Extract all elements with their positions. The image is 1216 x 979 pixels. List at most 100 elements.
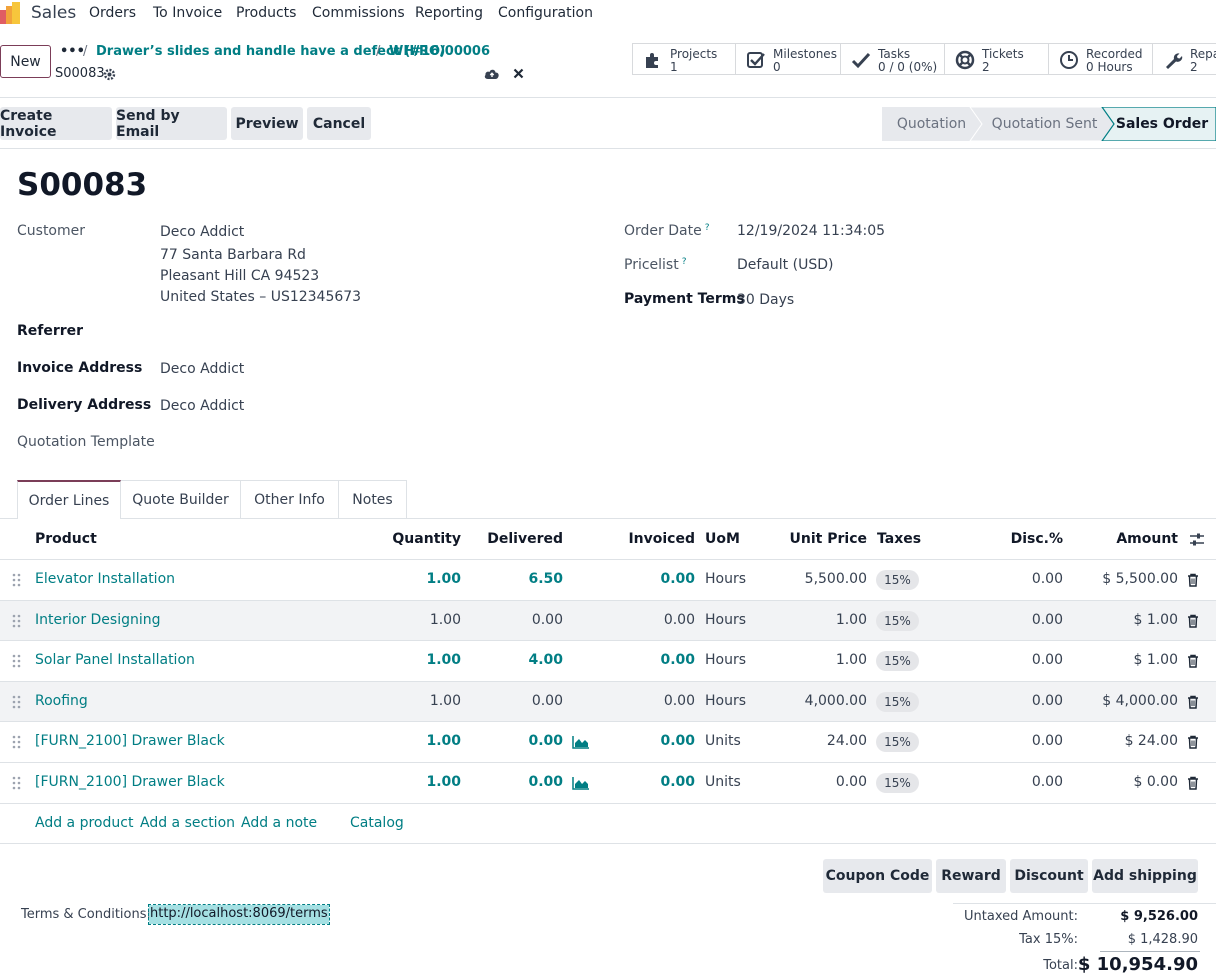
column-header-amount[interactable]: Amount [1116,531,1178,547]
menu-commissions[interactable]: Commissions [312,5,405,21]
projects-smart-button[interactable]: Projects 1 [632,43,736,75]
trash-icon[interactable] [1187,614,1199,628]
trash-icon[interactable] [1187,573,1199,587]
uom-value[interactable]: Hours [705,652,747,668]
sales-app-icon[interactable] [0,2,22,24]
coupon-code-button[interactable]: Coupon Code [823,859,932,893]
discount-value[interactable]: 0.00 [1031,733,1063,749]
quantity-value[interactable]: 1.00 [429,693,461,709]
column-header-delivered[interactable]: Delivered [487,531,563,547]
column-header-product[interactable]: Product [35,531,97,547]
breadcrumb-ticket[interactable]: Drawer’s slides and handle have a defect… [96,44,446,59]
delivered-value[interactable]: 0.00 [528,733,563,749]
stage-quotation[interactable]: Quotation [896,115,967,132]
drag-handle-icon[interactable] [12,654,22,668]
order-date-field[interactable]: 12/19/2024 11:34:05 [737,223,886,239]
product-name[interactable]: [FURN_2100] Drawer Black [35,774,225,790]
add-shipping-button[interactable]: Add shipping [1092,859,1198,893]
optional-columns-icon[interactable] [1189,532,1205,547]
uom-value[interactable]: Units [705,774,741,790]
reward-button[interactable]: Reward [936,859,1006,893]
drag-handle-icon[interactable] [12,776,22,790]
menu-orders[interactable]: Orders [89,5,137,21]
payment-terms-field[interactable]: 30 Days [737,292,795,308]
discount-value[interactable]: 0.00 [1031,693,1063,709]
app-name[interactable]: Sales [31,3,77,23]
menu-configuration[interactable]: Configuration [498,5,593,21]
delivered-value[interactable]: 0.00 [531,612,563,628]
column-header-taxes[interactable]: Taxes [877,531,922,547]
discount-button[interactable]: Discount [1010,859,1088,893]
unit-price-value[interactable]: 1.00 [835,612,867,628]
unit-price-value[interactable]: 24.00 [826,733,867,749]
delivered-value[interactable]: 4.00 [528,652,563,668]
delivered-value[interactable]: 0.00 [528,774,563,790]
uom-value[interactable]: Hours [705,693,747,709]
cancel-button[interactable]: Cancel [307,107,371,140]
quantity-value[interactable]: 1.00 [426,733,461,749]
tasks-smart-button[interactable]: Tasks 0 / 0 (0%) [840,43,945,75]
product-name[interactable]: Elevator Installation [35,571,176,587]
trash-icon[interactable] [1187,695,1199,709]
table-row[interactable]: Roofing 1.00 0.00 0.00 Hours 4,000.00 15… [0,681,1216,722]
forecast-chart-icon[interactable] [572,735,590,749]
help-icon[interactable]: ? [704,223,710,233]
tickets-smart-button[interactable]: Tickets 2 [944,43,1049,75]
product-name[interactable]: Roofing [35,693,88,709]
trash-icon[interactable] [1187,776,1199,790]
discount-value[interactable]: 0.00 [1031,652,1063,668]
quantity-value[interactable]: 1.00 [426,652,461,668]
unit-price-value[interactable]: 5,500.00 [804,571,867,587]
menu-reporting[interactable]: Reporting [415,5,484,21]
quantity-value[interactable]: 1.00 [426,571,461,587]
table-row[interactable]: Solar Panel Installation 1.00 4.00 0.00 … [0,640,1216,681]
table-row[interactable]: Elevator Installation 1.00 6.50 0.00 Hou… [0,559,1216,600]
tab-quote-builder[interactable]: Quote Builder [120,480,241,518]
tax-badge[interactable]: 15% [876,651,919,671]
new-button[interactable]: New [0,45,51,78]
table-row[interactable]: [FURN_2100] Drawer Black 1.00 0.00 0.00 … [0,721,1216,762]
terms-link[interactable]: http://localhost:8069/terms [148,904,330,925]
tax-badge[interactable]: 15% [876,611,919,631]
drag-handle-icon[interactable] [12,573,22,587]
send-by-email-button[interactable]: Send by Email [116,107,227,140]
add-note-link[interactable]: Add a note [241,815,318,831]
repairs-smart-button[interactable]: Repai 2 [1152,43,1216,75]
product-name[interactable]: [FURN_2100] Drawer Black [35,733,225,749]
invoice-address-field[interactable]: Deco Addict [160,361,245,377]
tax-badge[interactable]: 15% [876,692,919,712]
tab-order-lines[interactable]: Order Lines [17,480,121,519]
tab-notes[interactable]: Notes [338,480,407,518]
column-header-discount[interactable]: Disc.% [1010,531,1063,547]
catalog-link[interactable]: Catalog [350,815,404,831]
preview-button[interactable]: Preview [231,107,303,140]
uom-value[interactable]: Units [705,733,741,749]
tab-other-info[interactable]: Other Info [240,480,339,518]
unit-price-value[interactable]: 1.00 [835,652,867,668]
discount-value[interactable]: 0.00 [1031,612,1063,628]
quantity-value[interactable]: 1.00 [426,774,461,790]
discount-value[interactable]: 0.00 [1031,774,1063,790]
column-header-invoiced[interactable]: Invoiced [628,531,695,547]
help-icon[interactable]: ? [681,257,687,267]
stage-sales-order[interactable]: Sales Order [1115,115,1209,132]
table-row[interactable]: [FURN_2100] Drawer Black 1.00 0.00 0.00 … [0,762,1216,803]
delivered-value[interactable]: 6.50 [528,571,563,587]
column-header-quantity[interactable]: Quantity [392,531,461,547]
column-header-unit-price[interactable]: Unit Price [789,531,867,547]
breadcrumb-more[interactable]: ••• [60,44,85,59]
product-name[interactable]: Solar Panel Installation [35,652,195,668]
add-product-link[interactable]: Add a product [35,815,134,831]
add-section-link[interactable]: Add a section [140,815,236,831]
drag-handle-icon[interactable] [12,614,22,628]
menu-to-invoice[interactable]: To Invoice [153,5,223,21]
trash-icon[interactable] [1187,735,1199,749]
menu-products[interactable]: Products [236,5,297,21]
discount-value[interactable]: 0.00 [1031,571,1063,587]
tax-badge[interactable]: 15% [876,773,919,793]
discard-icon[interactable] [513,68,524,79]
customer-link[interactable]: Deco Addict [160,224,245,240]
trash-icon[interactable] [1187,654,1199,668]
forecast-chart-icon[interactable] [572,776,590,790]
delivery-address-field[interactable]: Deco Addict [160,398,245,414]
